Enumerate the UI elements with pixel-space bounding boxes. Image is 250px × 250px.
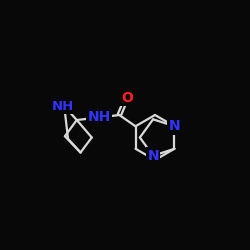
Text: N: N <box>147 149 159 163</box>
Text: N: N <box>169 119 180 133</box>
Text: NH: NH <box>52 100 74 113</box>
Text: NH: NH <box>88 110 111 124</box>
Text: O: O <box>121 90 133 104</box>
